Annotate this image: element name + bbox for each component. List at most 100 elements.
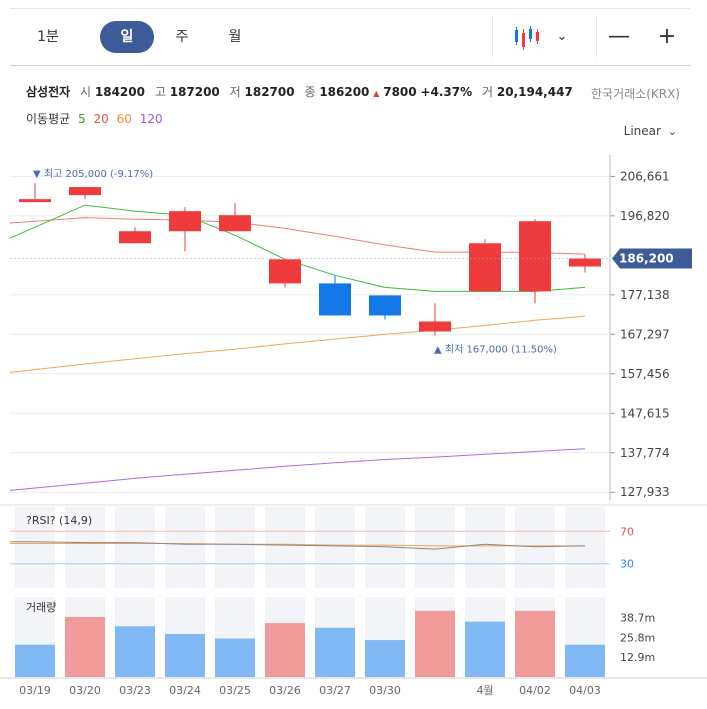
- rsi-level-70-label: 70: [620, 525, 634, 538]
- low-annotation: ▲ 최저 167,000 (11.50%): [434, 344, 557, 356]
- rsi-column-bg: [465, 507, 505, 588]
- chart-toolbar: 1분 일 주 월 ⌄ — +: [10, 8, 690, 66]
- volume-bar: [215, 638, 255, 677]
- change-value: 7800: [383, 85, 417, 99]
- high-value: 187200: [169, 85, 220, 99]
- close-value: 186200: [319, 85, 370, 99]
- y-tick-label: 137,774: [620, 446, 670, 460]
- rsi-column-bg: [515, 507, 555, 588]
- rsi-column-bg: [115, 507, 155, 588]
- y-tick-label: 206,661: [620, 169, 670, 183]
- candle-body: [469, 243, 501, 292]
- tab-month[interactable]: 월: [228, 29, 242, 45]
- close-label: 종: [304, 85, 316, 99]
- ma5-line: [9, 204, 586, 292]
- volume-bar: [365, 640, 405, 677]
- rsi-column-bg: [265, 507, 305, 588]
- volume-bar: [15, 644, 55, 677]
- y-tick-label: 177,138: [620, 288, 670, 302]
- tab-week[interactable]: 주: [175, 29, 189, 45]
- open-value: 184200: [94, 85, 145, 99]
- ma-20[interactable]: 20: [93, 112, 109, 126]
- candle-body: [19, 199, 51, 203]
- candlestick-icon[interactable]: [506, 19, 546, 55]
- ma-120[interactable]: 120: [139, 112, 163, 126]
- volume-bar: [165, 633, 205, 677]
- current-price-label: 186,200: [619, 252, 674, 266]
- rsi-column-bg: [165, 507, 205, 588]
- volume-bar: [265, 623, 305, 677]
- candle-body: [569, 258, 601, 267]
- tab-day[interactable]: 일: [100, 21, 154, 53]
- candle-body: [319, 283, 351, 316]
- rsi-column-bg: [15, 507, 55, 588]
- candle-body: [119, 231, 151, 244]
- volume-bar: [415, 610, 455, 677]
- zoom-out-button[interactable]: —: [608, 24, 630, 49]
- ma-5[interactable]: 5: [78, 112, 86, 126]
- exchange-label: 한국거래소(KRX): [591, 87, 680, 101]
- volume-bar: [565, 644, 605, 677]
- volume-label: 거: [481, 85, 494, 99]
- volume-tick-label: 12.9m: [620, 651, 655, 664]
- rsi-column-bg: [315, 507, 355, 588]
- x-tick-label: 03/23: [119, 684, 151, 697]
- x-tick-label: 4월: [476, 684, 493, 697]
- y-tick-label: 147,615: [620, 406, 670, 420]
- volume-tick-label: 25.8m: [620, 631, 655, 644]
- volume-bar: [65, 617, 105, 677]
- candle-body: [519, 221, 551, 292]
- open-label: 시: [80, 85, 92, 99]
- ma-60[interactable]: 60: [116, 112, 132, 126]
- volume-tick-label: 38.7m: [620, 611, 655, 624]
- stock-name: 삼성전자: [26, 85, 71, 99]
- low-value: 182700: [244, 85, 295, 99]
- volume-label: 거래량: [26, 601, 56, 614]
- volume-bar: [465, 621, 505, 677]
- x-tick-label: 04/02: [519, 684, 551, 697]
- x-tick-label: 03/26: [269, 684, 301, 697]
- y-tick-label: 167,297: [620, 327, 670, 341]
- quote-summary: 삼성전자 시 184200 고 187200 저 182700 종 186200…: [26, 83, 573, 100]
- scale-selector[interactable]: Linear ⌄: [624, 124, 677, 138]
- rsi-signal-line: [10, 543, 585, 547]
- x-tick-label: 03/20: [69, 684, 101, 697]
- low-label: 저: [229, 85, 241, 99]
- ma-label: 이동평균: [26, 112, 71, 126]
- volume-bar: [515, 610, 555, 677]
- zoom-in-button[interactable]: +: [657, 24, 677, 49]
- x-tick-label: 04/03: [569, 684, 601, 697]
- rsi-line: [10, 541, 586, 550]
- up-triangle-icon: ▲: [373, 89, 380, 98]
- volume-bar: [115, 626, 155, 677]
- chevron-down-icon[interactable]: ⌄: [556, 29, 568, 44]
- x-tick-label: 03/24: [169, 684, 201, 697]
- x-tick-label: 03/19: [19, 684, 51, 697]
- toolbar-divider: [596, 17, 597, 57]
- ma60-line: [9, 315, 586, 373]
- volume-value: 20,194,447: [496, 85, 573, 99]
- y-tick-label: 157,456: [620, 367, 670, 381]
- candle-body: [69, 187, 101, 196]
- rsi-column-bg: [215, 507, 255, 588]
- x-tick-label: 03/25: [219, 684, 251, 697]
- rsi-label: ?RSI? (14,9): [26, 514, 92, 527]
- tab-minute[interactable]: 1분: [37, 29, 59, 45]
- candle-body: [369, 295, 401, 316]
- scale-label: Linear: [623, 124, 661, 138]
- x-tick-label: 03/27: [319, 684, 351, 697]
- x-tick-label: 03/30: [369, 684, 401, 697]
- y-tick-label: 196,820: [620, 209, 670, 223]
- candle-body: [419, 321, 451, 332]
- ma120-line: [9, 448, 586, 491]
- candle-body: [269, 259, 301, 284]
- change-percent: +4.37%: [420, 85, 473, 99]
- rsi-column-bg: [65, 507, 105, 588]
- current-price-badge: [612, 248, 692, 269]
- high-annotation: ▼ 최고 205,000 (-9.17%): [33, 168, 153, 180]
- toolbar-divider: [492, 17, 493, 57]
- candle-body: [169, 211, 201, 232]
- volume-bar: [315, 627, 355, 677]
- chevron-down-icon: ⌄: [667, 125, 677, 138]
